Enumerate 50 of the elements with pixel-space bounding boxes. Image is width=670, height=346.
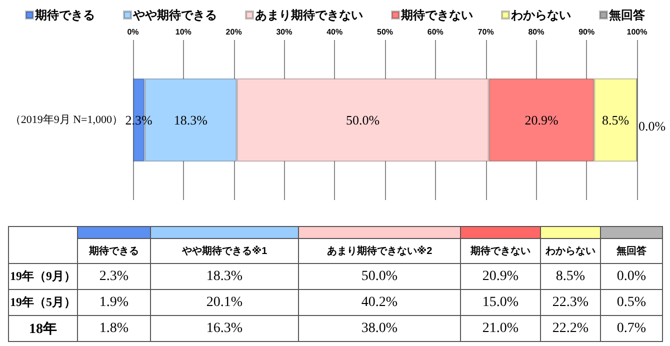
- text: 0.0%: [616, 268, 646, 284]
- text: 20.1%: [206, 294, 243, 310]
- text: 1.8%: [99, 320, 129, 336]
- legend-label: 無回答: [608, 8, 646, 22]
- legend-label: わからない: [510, 8, 571, 22]
- x-tick-label: 70%: [478, 28, 494, 36]
- text: 22.3%: [552, 294, 589, 310]
- x-tick-label: 0%: [127, 28, 139, 36]
- data-label: 8.5%: [602, 112, 630, 128]
- text: 38.0%: [361, 320, 398, 336]
- data-label: 0.0%: [638, 118, 666, 134]
- category-label: 期待できない: [460, 238, 540, 264]
- category-label: 無回答: [600, 238, 662, 264]
- x-tick-label: 60%: [427, 28, 444, 36]
- legend-label: あまり期待できない: [255, 8, 363, 22]
- legend-label: やや期待できる: [132, 8, 217, 22]
- category-label: 18年: [29, 322, 57, 336]
- legend-label: 期待できない: [400, 8, 473, 22]
- text: 0.7%: [616, 320, 646, 336]
- data-label: 20.9%: [524, 112, 558, 128]
- text: 20.9%: [482, 268, 519, 284]
- text: 15.0%: [482, 294, 519, 310]
- text: 0.5%: [616, 294, 646, 310]
- x-tick-label: 10%: [175, 28, 192, 36]
- text: 16.3%: [206, 320, 243, 336]
- data-label: 50.0%: [346, 112, 380, 128]
- x-tick-label: 30%: [276, 28, 292, 36]
- category-label: 19年（5月）: [10, 295, 76, 309]
- text: 2.3%: [99, 268, 129, 284]
- category-label: 期待できる: [78, 238, 150, 264]
- category-label: あまり期待できない※2: [298, 238, 460, 264]
- x-tick-label: 90%: [578, 28, 595, 36]
- text: 50.0%: [361, 268, 398, 284]
- x-tick-label: 40%: [326, 28, 343, 36]
- text: 40.2%: [361, 294, 398, 310]
- category-label: やや期待できる※1: [150, 238, 298, 264]
- text: 8.5%: [556, 268, 586, 284]
- data-label: 18.3%: [174, 112, 208, 128]
- x-tick-label: 50%: [376, 28, 394, 36]
- x-tick-label: 100%: [626, 28, 648, 36]
- category-label: わからない: [540, 238, 600, 264]
- category-label: 19年（9月）: [10, 269, 76, 283]
- text: 22.2%: [552, 320, 589, 336]
- text: 1.9%: [99, 294, 129, 310]
- text: 21.0%: [482, 320, 519, 336]
- legend-label: 期待できる: [34, 8, 95, 22]
- text: 18.3%: [206, 268, 243, 284]
- x-tick-label: 20%: [226, 28, 242, 36]
- y-tick-label: （2019年9月 N=1,000）: [10, 114, 123, 126]
- x-tick-label: 80%: [528, 28, 544, 36]
